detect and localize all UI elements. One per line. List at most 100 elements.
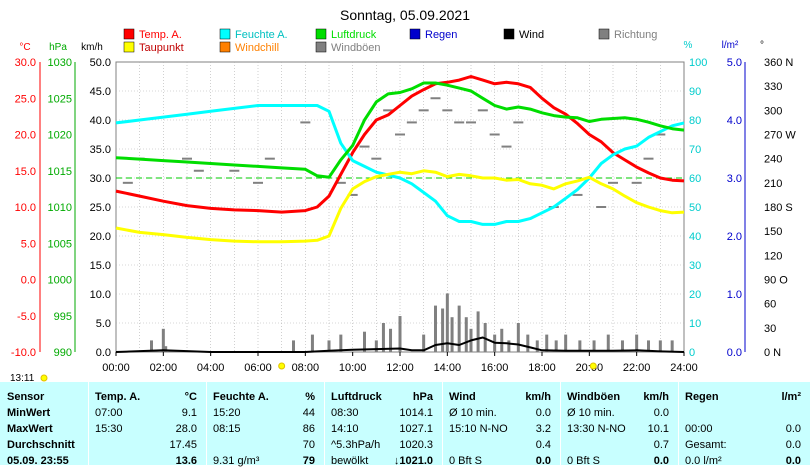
humidity-tick-label: 0 xyxy=(689,347,695,359)
table-cell-label: 08:15 xyxy=(213,423,241,435)
series-line-feuchtea xyxy=(115,104,685,226)
table-cell-label: 0 Bft S xyxy=(567,455,601,467)
column-header: Luftdruck xyxy=(331,391,382,403)
gust-bar xyxy=(164,346,168,352)
rain-tick-label: 0.0 xyxy=(727,347,742,359)
temp-tick-label: 5.0 xyxy=(21,238,36,250)
table-cell-value: 70 xyxy=(302,439,315,451)
temp-tick-label: 0.0 xyxy=(21,275,36,287)
table-cell-label: 13:30 N-NO xyxy=(567,423,626,435)
temp-tick-label: 15.0 xyxy=(15,166,36,178)
gust-bar xyxy=(658,340,662,352)
gust-bar xyxy=(150,340,153,352)
gust-bar xyxy=(292,340,295,352)
legend: Temp. A. Feuchte A. Luftdruck Regen Wind Rich… xyxy=(123,28,657,54)
temp-tick-label: 25.0 xyxy=(15,93,36,105)
temp-tick-label: 10.0 xyxy=(15,202,36,214)
table-cell-value: 13.6 xyxy=(175,455,197,467)
time-tick-label: 04:00 xyxy=(197,362,225,374)
series-line-taupunkt xyxy=(115,169,685,244)
series-line-wind xyxy=(115,336,685,353)
direction-tick-label: 60 xyxy=(764,299,776,311)
table-cell-value: 0.0 xyxy=(785,439,801,451)
column-unit: °C xyxy=(184,391,197,403)
gust-bar xyxy=(578,340,582,352)
table-cell-value: 0.7 xyxy=(653,439,669,451)
table-cell-value: 1027.1 xyxy=(399,423,433,435)
legend-label: Richtung xyxy=(614,29,657,41)
pressure-tick-label: 1005 xyxy=(48,238,72,250)
gust-bar xyxy=(450,317,454,352)
pressure-tick-label: 1015 xyxy=(48,166,72,178)
weather-chart: Sonntag, 05.09.2021 Temp. A. Feuchte A. Lu… xyxy=(10,7,796,382)
gust-bar xyxy=(434,305,437,352)
legend-label: Windböen xyxy=(331,42,381,54)
table-cell-label: Gesamt: xyxy=(685,439,727,451)
gust-bar xyxy=(457,305,461,352)
time-tick-label: 16:00 xyxy=(481,362,509,374)
table-cell-value: 1014.1 xyxy=(399,407,433,419)
humidity-tick-label: 90 xyxy=(689,86,701,98)
gust-bar xyxy=(310,334,314,352)
table-column-regen: Regen l/m² 00:00 0.0 Gesamt: 0.0 0.0 l/m² 0.0 xyxy=(678,382,810,467)
series-line-luftdruck xyxy=(115,81,685,179)
pressure-axis-unit: hPa xyxy=(49,42,67,53)
gust-bar xyxy=(398,316,402,352)
temp-tick-label: -5.0 xyxy=(17,311,36,323)
gust-bar xyxy=(516,323,520,352)
temp-axis-unit: °C xyxy=(19,42,30,53)
column-header: Wind xyxy=(449,391,476,403)
wind-tick-label: 50.0 xyxy=(90,57,111,69)
table-cell-label: bewölkt xyxy=(331,455,369,467)
table-cell-value: 0.0 xyxy=(785,455,801,467)
legend-label: Feuchte A. xyxy=(235,29,288,41)
column-header: Feuchte A. xyxy=(213,391,269,403)
table-cell-label: 0 Bft S xyxy=(449,455,483,467)
row-label-min: MinWert xyxy=(7,407,51,419)
gust-bar xyxy=(389,328,393,352)
table-cell-value: 0.0 xyxy=(535,407,551,419)
table-cell-value: 9.1 xyxy=(181,407,197,419)
table-cell-value: 17.45 xyxy=(169,439,197,451)
gust-bar xyxy=(535,340,539,352)
legend-swatch xyxy=(219,41,231,53)
direction-tick-label: 210 xyxy=(764,178,782,190)
humidity-tick-label: 20 xyxy=(689,289,701,301)
table-cell-value: 0.0 xyxy=(653,455,669,467)
gust-bar xyxy=(606,334,610,352)
temp-tick-label: 30.0 xyxy=(15,57,36,69)
pressure-tick-label: 1020 xyxy=(48,130,72,142)
pressure-tick-label: 995 xyxy=(54,311,72,323)
plot-area xyxy=(115,75,685,353)
gust-bar xyxy=(374,340,378,352)
humidity-tick-label: 60 xyxy=(689,173,701,185)
legend-swatch xyxy=(598,28,610,40)
sunrise-marker xyxy=(278,362,286,370)
table-cell-value: 0.4 xyxy=(535,439,551,451)
table-cell-label: 08:30 xyxy=(331,407,359,419)
table-cell-value: 0.0 xyxy=(785,423,801,435)
gust-bar xyxy=(161,328,165,352)
table-column-feuchtea: Feuchte A.% 15:20 44 08:15 86 70 9.31 g/m³ 79 xyxy=(206,382,325,467)
wind-tick-label: 15.0 xyxy=(90,260,111,272)
gust-bar xyxy=(381,323,385,352)
table-cell-value: 28.0 xyxy=(175,423,197,435)
time-tick-label: 08:00 xyxy=(292,362,320,374)
legend-swatch xyxy=(123,41,135,53)
humidity-tick-label: 100 xyxy=(689,57,707,69)
column-unit: hPa xyxy=(412,391,433,403)
pressure-tick-label: 1030 xyxy=(48,57,72,69)
table-cell-value: 0.0 xyxy=(535,455,551,467)
column-unit: km/h xyxy=(525,391,551,403)
wind-tick-label: 25.0 xyxy=(90,202,111,214)
legend-label: Regen xyxy=(425,29,457,41)
wind-tick-label: 45.0 xyxy=(90,86,111,98)
gust-bar xyxy=(564,334,568,352)
humidity-tick-label: 50 xyxy=(689,202,701,214)
direction-tick-label: 360 N xyxy=(764,57,793,69)
humidity-tick-label: 30 xyxy=(689,260,701,272)
gust-bar xyxy=(464,317,468,352)
table-cell-value: 0.0 xyxy=(653,407,669,419)
summary-table: Sensor MinWert MaxWert Durchschnitt 05.0… xyxy=(0,382,810,467)
gust-bar xyxy=(545,334,549,352)
